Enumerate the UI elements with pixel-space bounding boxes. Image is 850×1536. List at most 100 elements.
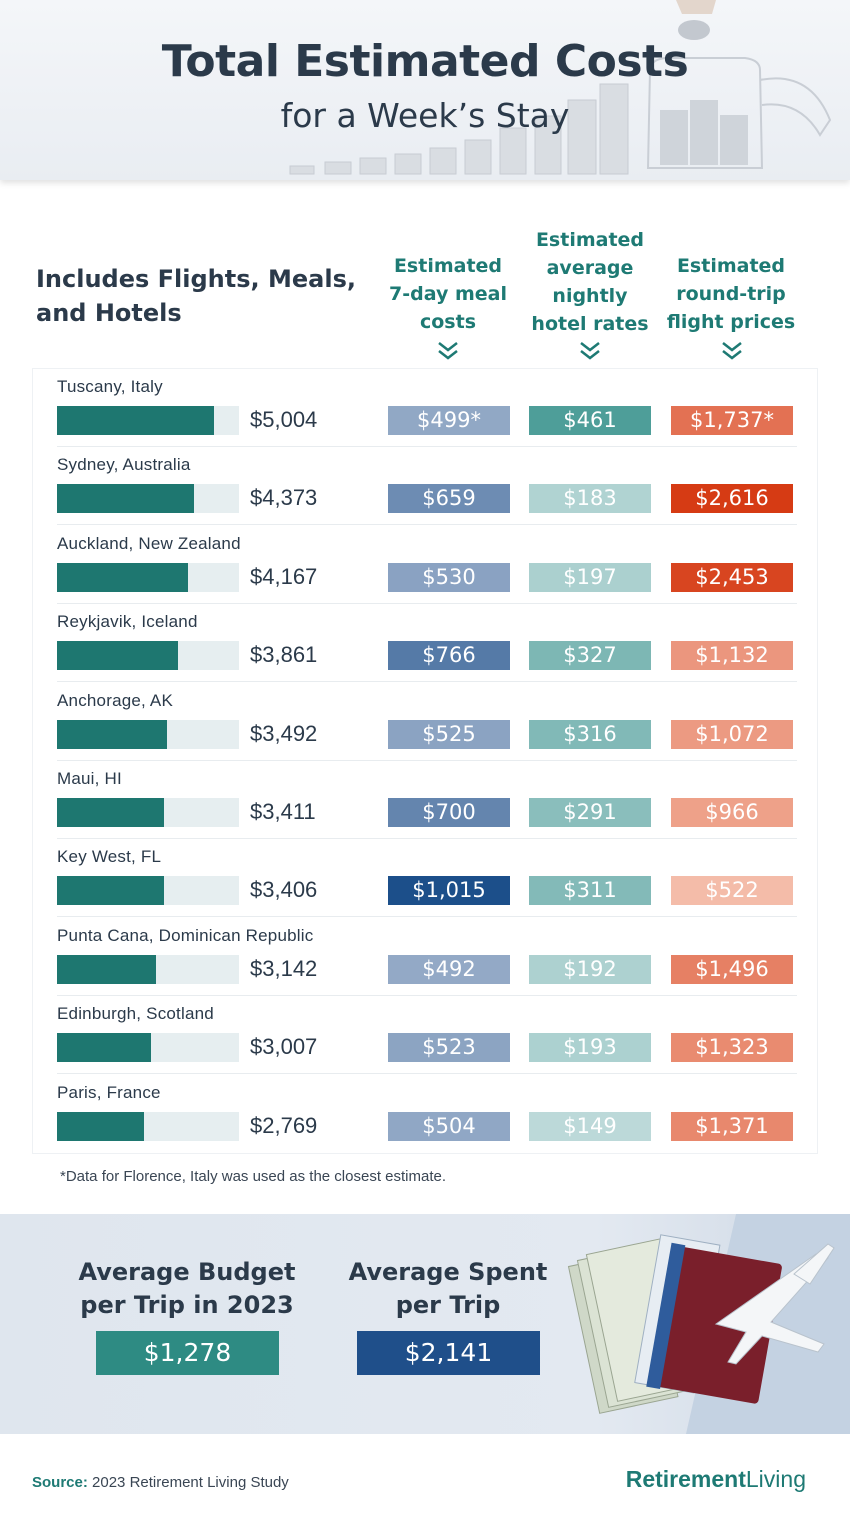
city-name: Tuscany, Italy — [57, 377, 163, 396]
total-cost-label: $5,004 — [250, 407, 318, 432]
flight-cost-cell: $522 — [671, 876, 793, 906]
average-spent-label-line: per Trip — [395, 1291, 501, 1319]
brand-logo-bold: Retirement — [625, 1466, 746, 1492]
table-row: Paris, France $2,769 $504 $149 $1,371 — [57, 1075, 797, 1153]
city-name: Edinburgh, Scotland — [57, 1004, 214, 1024]
hotel-cost-cell: $461 — [529, 406, 651, 435]
table-row: Maui, HI $3,411 $700 $291 $966 — [57, 761, 797, 839]
meal-cost-cell: $492 — [388, 954, 510, 984]
table-row: Anchorage, AK $3,492 $525 $316 $1,072 — [57, 683, 797, 761]
cost-table: Tuscany, Italy $5,004 $499* $461 $1,737* Sydn… — [32, 368, 818, 1154]
total-cost-bar — [57, 719, 167, 749]
column-header-meal-line: costs — [419, 311, 477, 333]
total-cost-bar-track — [57, 641, 239, 671]
column-header-meal-line: 7-day meal — [389, 283, 507, 305]
hotel-cost-cell: $149 — [529, 1111, 651, 1141]
total-cost-label: $2,769 — [250, 1112, 318, 1138]
total-cost-bar-track — [57, 1033, 239, 1063]
city-name: Reykjavik, Iceland — [57, 612, 198, 632]
footnote: *Data for Florence, Italy was used as th… — [60, 1168, 447, 1185]
city-name: Auckland, New Zealand — [57, 533, 241, 553]
flight-cost-cell: $1,072 — [671, 719, 793, 749]
meal-cost-cell: $700 — [388, 798, 510, 827]
column-header-flight-line: Estimated — [676, 255, 786, 277]
meal-cost-cell: $766 — [388, 641, 510, 671]
total-cost-bar — [57, 562, 188, 592]
page-subtitle: for a Week’s Stay — [280, 96, 570, 135]
flight-cost-cell: $1,371 — [671, 1111, 793, 1141]
flight-cost-cell: $1,323 — [671, 1033, 793, 1063]
total-cost-bar-track — [57, 562, 239, 592]
total-cost-bar-track — [57, 406, 239, 435]
chevron-down-icon — [722, 342, 742, 360]
meal-cost-cell: $1,015 — [388, 876, 510, 906]
total-cost-bar — [57, 1033, 151, 1063]
total-cost-label: $3,406 — [250, 877, 318, 903]
meal-cost-cell: $523 — [388, 1033, 510, 1063]
section-title-line-2: and Hotels — [36, 299, 182, 327]
averages-band: Average Budget per Trip in 2023 $1,278 A… — [0, 1214, 850, 1434]
table-row: Key West, FL $3,406 $1,015 $311 $522 — [57, 839, 797, 918]
chevron-down-icon — [580, 342, 600, 360]
total-cost-label: $3,007 — [250, 1034, 318, 1060]
section-title-line-1: Includes Flights, Meals, — [36, 265, 356, 293]
total-cost-label: $4,167 — [250, 563, 318, 589]
column-header-flight-line: flight prices — [666, 311, 796, 333]
meal-cost-cell: $659 — [388, 484, 510, 514]
table-row: Tuscany, Italy $5,004 $499* $461 $1,737* — [57, 369, 797, 447]
hotel-cost-cell: $183 — [529, 484, 651, 514]
column-header-hotel-line: Estimated — [535, 229, 645, 251]
meal-cost-cell: $530 — [388, 562, 510, 592]
city-name: Punta Cana, Dominican Republic — [57, 925, 314, 945]
city-name: Sydney, Australia — [57, 455, 191, 475]
city-name: Anchorage, AK — [57, 690, 174, 710]
flight-cost-cell: $966 — [671, 798, 793, 827]
column-header-hotel: Estimated average nightly hotel rates — [520, 226, 660, 338]
hotel-cost-cell: $311 — [529, 876, 651, 906]
section-title: Includes Flights, Meals, and Hotels — [36, 262, 356, 330]
flight-cost-cell: $1,737* — [671, 406, 793, 435]
column-header-flight-line: round-trip — [676, 283, 786, 305]
total-cost-bar-track — [57, 798, 239, 827]
flight-cost-cell: $1,496 — [671, 954, 793, 984]
average-budget-value: $1,278 — [96, 1331, 279, 1375]
meal-cost-cell: $504 — [388, 1111, 510, 1141]
average-budget-label-line: per Trip in 2023 — [80, 1291, 294, 1319]
total-cost-bar — [57, 484, 194, 514]
hotel-cost-cell: $291 — [529, 798, 651, 827]
column-header-flight: Estimated round-trip flight prices — [661, 252, 801, 336]
total-cost-label: $3,411 — [250, 799, 316, 824]
total-cost-label: $3,861 — [250, 642, 318, 668]
travel-money-passport-plane-illustration — [567, 1214, 850, 1434]
total-cost-bar-track — [57, 954, 239, 984]
column-header-hotel-line: average — [546, 257, 634, 279]
total-cost-bar — [57, 876, 164, 906]
total-cost-bar-track — [57, 1111, 239, 1141]
hotel-cost-cell: $327 — [529, 641, 651, 671]
meal-cost-cell: $525 — [388, 719, 510, 749]
average-spent-label-line: Average Spent — [348, 1258, 548, 1286]
total-cost-label: $3,492 — [250, 720, 318, 746]
brand-logo: RetirementLiving — [626, 1466, 806, 1493]
hotel-cost-cell: $316 — [529, 719, 651, 749]
hotel-cost-cell: $193 — [529, 1033, 651, 1063]
total-cost-bar — [57, 406, 214, 435]
city-name: Maui, HI — [57, 769, 122, 788]
total-cost-bar — [57, 641, 178, 671]
total-cost-bar — [57, 798, 164, 827]
meal-cost-cell: $499* — [388, 406, 510, 435]
chevron-down-icon — [438, 342, 458, 360]
source-citation: Source: 2023 Retirement Living Study — [32, 1474, 289, 1491]
source-text: 2023 Retirement Living Study — [87, 1474, 289, 1491]
city-name: Key West, FL — [57, 847, 162, 867]
total-cost-label: $3,142 — [250, 955, 318, 981]
table-row: Punta Cana, Dominican Republic $3,142 $492… — [57, 918, 797, 996]
city-name: Paris, France — [57, 1082, 161, 1102]
hotel-cost-cell: $197 — [529, 562, 651, 592]
column-header-hotel-line: hotel rates — [531, 313, 649, 335]
brand-logo-regular: Living — [745, 1466, 806, 1492]
flight-cost-cell: $2,453 — [671, 562, 793, 592]
average-spent-label: Average Spent per Trip — [338, 1256, 558, 1322]
table-row: Sydney, Australia $4,373 $659 $183 $2,616 — [57, 447, 797, 526]
table-row: Reykjavik, Iceland $3,861 $766 $327 $1,132 — [57, 604, 797, 683]
